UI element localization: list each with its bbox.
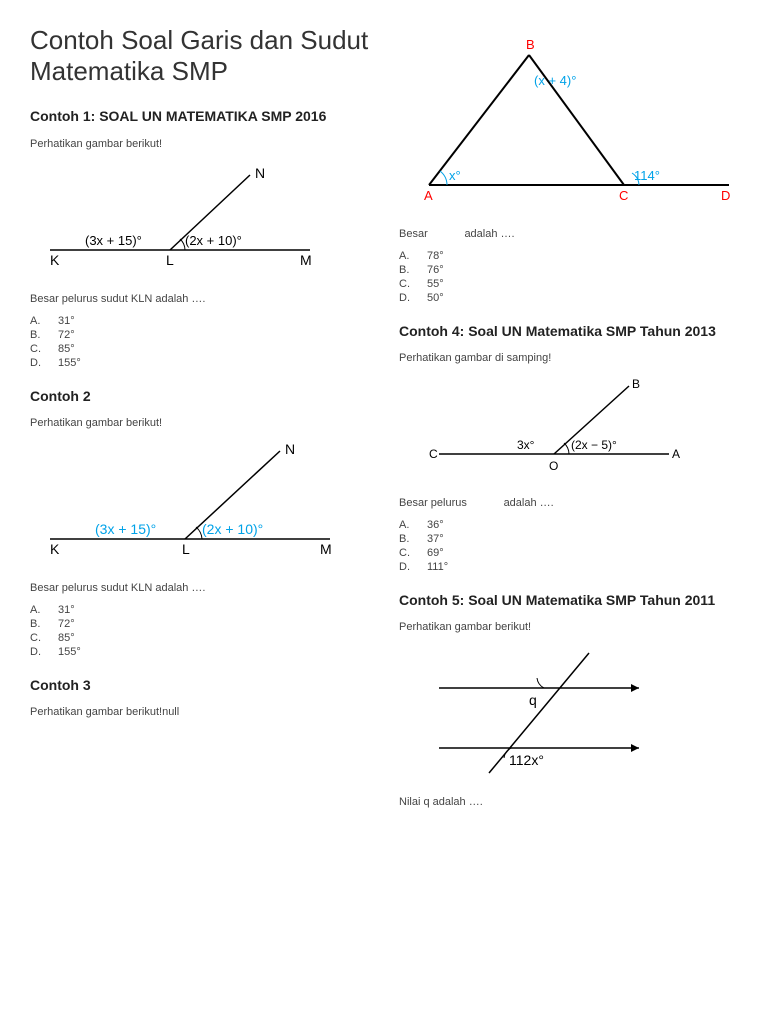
svg-text:L: L: [182, 541, 190, 557]
svg-text:B: B: [632, 377, 640, 391]
svg-text:112x°: 112x°: [509, 752, 544, 768]
svg-text:C: C: [429, 447, 438, 461]
svg-text:(x + 4)°: (x + 4)°: [534, 73, 576, 88]
question-5: Nilai q adalah ….: [399, 796, 738, 808]
svg-text:(2x + 10)°: (2x + 10)°: [185, 233, 242, 248]
answers-1: A.31° B.72° C.85° D.155°: [30, 315, 369, 369]
page-title: Contoh Soal Garis dan Sudut Matematika S…: [30, 25, 369, 87]
svg-text:(2x + 10)°: (2x + 10)°: [202, 521, 263, 537]
svg-text:3x°: 3x°: [517, 438, 535, 452]
answers-3: A.78° B.76° C.55° D.50°: [399, 250, 738, 304]
heading-1: Contoh 1: SOAL UN MATEMATIKA SMP 2016: [30, 107, 369, 125]
svg-text:C: C: [619, 188, 628, 203]
svg-text:(2x − 5)°: (2x − 5)°: [571, 438, 617, 452]
heading-3: Contoh 3: [30, 676, 369, 694]
diagram-2: K L M N (3x + 15)° (2x + 10)°: [30, 439, 369, 572]
diagram-3: A B C D x° (x + 4)° 114°: [399, 35, 738, 218]
prompt-3: Perhatikan gambar berikut!null: [30, 706, 369, 718]
answers-2: A.31° B.72° C.85° D.155°: [30, 604, 369, 658]
svg-text:N: N: [285, 441, 295, 457]
diagram-5: q 112x°: [399, 643, 738, 786]
question-2: Besar pelurus sudut KLN adalah ….: [30, 582, 369, 594]
svg-text:x°: x°: [449, 168, 461, 183]
svg-text:O: O: [549, 459, 558, 473]
svg-text:(3x + 15)°: (3x + 15)°: [95, 521, 156, 537]
question-1: Besar pelurus sudut KLN adalah ….: [30, 293, 369, 305]
svg-text:q: q: [529, 692, 537, 708]
svg-text:K: K: [50, 252, 60, 268]
svg-text:B: B: [526, 37, 535, 52]
prompt-1: Perhatikan gambar berikut!: [30, 138, 369, 150]
svg-text:A: A: [424, 188, 433, 203]
svg-text:M: M: [300, 252, 312, 268]
svg-text:M: M: [320, 541, 332, 557]
svg-text:(3x + 15)°: (3x + 15)°: [85, 233, 142, 248]
prompt-4: Perhatikan gambar di samping!: [399, 352, 738, 364]
svg-text:N: N: [255, 165, 265, 181]
heading-5: Contoh 5: Soal UN Matematika SMP Tahun 2…: [399, 591, 738, 609]
heading-4: Contoh 4: Soal UN Matematika SMP Tahun 2…: [399, 322, 738, 340]
prompt-5: Perhatikan gambar berikut!: [399, 621, 738, 633]
svg-text:K: K: [50, 541, 60, 557]
question-3: Besar adalah ….: [399, 228, 738, 240]
svg-text:D: D: [721, 188, 730, 203]
prompt-2: Perhatikan gambar berikut!: [30, 417, 369, 429]
question-4: Besar pelurus adalah ….: [399, 497, 738, 509]
answers-4: A.36° B.37° C.69° D.111°: [399, 519, 738, 573]
diagram-4: C A O B 3x° (2x − 5)°: [399, 374, 738, 487]
diagram-1: K L M N (3x + 15)° (2x + 10)°: [30, 160, 369, 283]
heading-2: Contoh 2: [30, 387, 369, 405]
svg-text:L: L: [166, 252, 174, 268]
svg-text:A: A: [672, 447, 680, 461]
